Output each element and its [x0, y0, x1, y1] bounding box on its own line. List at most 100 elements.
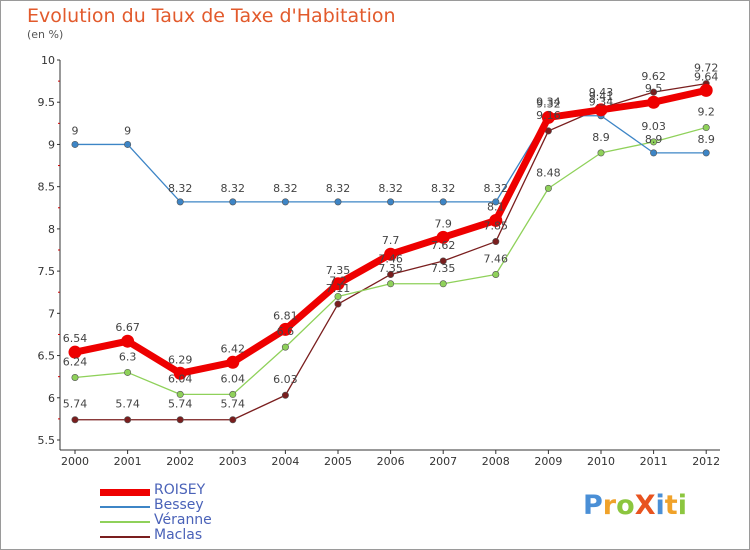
legend-label: Véranne	[154, 512, 212, 528]
logo-letter: i	[677, 490, 687, 521]
x-tick-label: 2012	[692, 455, 720, 468]
data-label: 7.62	[431, 239, 456, 252]
data-point	[226, 355, 240, 369]
data-point	[281, 343, 289, 351]
legend-label: Bessey	[154, 497, 204, 513]
data-point	[541, 110, 555, 124]
data-point	[647, 95, 661, 109]
data-point	[334, 198, 342, 206]
data-point	[121, 334, 135, 348]
x-tick-label: 2008	[482, 455, 510, 468]
y-tick-label: 8.5	[38, 181, 56, 194]
x-tick-label: 2003	[219, 455, 247, 468]
data-point	[439, 257, 447, 265]
data-point	[331, 277, 345, 291]
data-label: 5.74	[115, 398, 140, 411]
data-label: 6.42	[221, 342, 246, 355]
chart-subtitle: (en %)	[27, 28, 64, 41]
data-label: 7.9	[434, 217, 452, 230]
data-label: 8.9	[592, 131, 610, 144]
x-tick-label: 2007	[429, 455, 457, 468]
data-point	[492, 198, 500, 206]
data-label: 7.35	[431, 262, 456, 275]
data-point	[597, 149, 605, 157]
data-label: 6.24	[63, 356, 88, 369]
x-tick-label: 2005	[324, 455, 352, 468]
data-label: 6.04	[221, 372, 246, 385]
data-label: 7.35	[378, 262, 403, 275]
data-label: 6.03	[273, 373, 298, 386]
data-label: 8.32	[273, 182, 298, 195]
x-tick-label: 2004	[271, 455, 299, 468]
data-point	[702, 124, 710, 132]
data-label: 9.72	[694, 62, 719, 75]
data-label: 9	[124, 124, 131, 137]
data-point	[387, 280, 395, 288]
data-point	[124, 368, 132, 376]
data-label: 8.32	[168, 182, 193, 195]
data-point	[278, 322, 292, 336]
data-point	[229, 198, 237, 206]
logo-letter: i	[655, 490, 665, 521]
data-label: 7.35	[326, 264, 351, 277]
data-point	[281, 198, 289, 206]
data-point	[489, 213, 503, 227]
data-label: 9.03	[641, 120, 666, 133]
data-point	[492, 270, 500, 278]
data-point	[439, 280, 447, 288]
data-point	[334, 300, 342, 308]
proxiti-logo: ProXiti	[583, 490, 687, 521]
data-label: 5.74	[63, 398, 88, 411]
data-label: 9.32	[536, 97, 561, 110]
data-label: 9.34	[589, 96, 614, 109]
x-tick-label: 2011	[640, 455, 668, 468]
data-label: 9.62	[641, 70, 666, 83]
data-label: 9.43	[589, 86, 614, 99]
data-label: 8.48	[536, 166, 561, 179]
data-label: 7.85	[484, 220, 509, 233]
data-point	[384, 247, 398, 261]
y-tick-label: 9	[48, 138, 55, 151]
data-label: 9.16	[536, 109, 561, 122]
data-label: 9.64	[694, 70, 719, 83]
y-tick-label: 7.5	[38, 265, 56, 278]
y-tick-label: 5.5	[38, 434, 56, 447]
data-label: 7.2	[329, 274, 347, 287]
y-tick-label: 10	[41, 54, 55, 67]
data-label: 6.67	[115, 321, 140, 334]
y-tick-label: 9.5	[38, 96, 56, 109]
data-label: 8.32	[378, 182, 403, 195]
data-point	[650, 149, 658, 157]
data-label: 8.32	[431, 182, 456, 195]
data-label: 6.04	[168, 372, 193, 385]
logo-letter: r	[602, 490, 617, 521]
data-point	[281, 391, 289, 399]
legend-swatch	[100, 506, 150, 508]
chart-title: Evolution du Taux de Taxe d'Habitation	[27, 5, 396, 27]
logo-letter: o	[616, 490, 635, 521]
data-point	[229, 390, 237, 398]
data-label: 9.41	[589, 90, 614, 103]
data-point	[436, 230, 450, 244]
data-point	[334, 292, 342, 300]
x-tick-label: 2009	[534, 455, 562, 468]
y-tick-label: 6	[48, 392, 55, 405]
data-point	[173, 366, 187, 380]
data-label: 6.6	[277, 325, 295, 338]
data-label: 7.46	[484, 252, 509, 265]
data-point	[544, 184, 552, 192]
data-label: 9.5	[645, 82, 663, 95]
data-point	[439, 198, 447, 206]
x-tick-label: 2006	[377, 455, 405, 468]
legend-swatch	[100, 521, 150, 523]
data-point	[650, 138, 658, 146]
data-label: 6.3	[119, 350, 137, 363]
data-point	[387, 198, 395, 206]
data-point	[650, 88, 658, 96]
y-tick-label: 8	[48, 223, 55, 236]
series-line-roisey	[71, 86, 710, 377]
logo-letter: X	[634, 490, 656, 521]
data-point	[68, 345, 82, 359]
x-tick-label: 2000	[61, 455, 89, 468]
data-label: 8.9	[645, 133, 663, 146]
